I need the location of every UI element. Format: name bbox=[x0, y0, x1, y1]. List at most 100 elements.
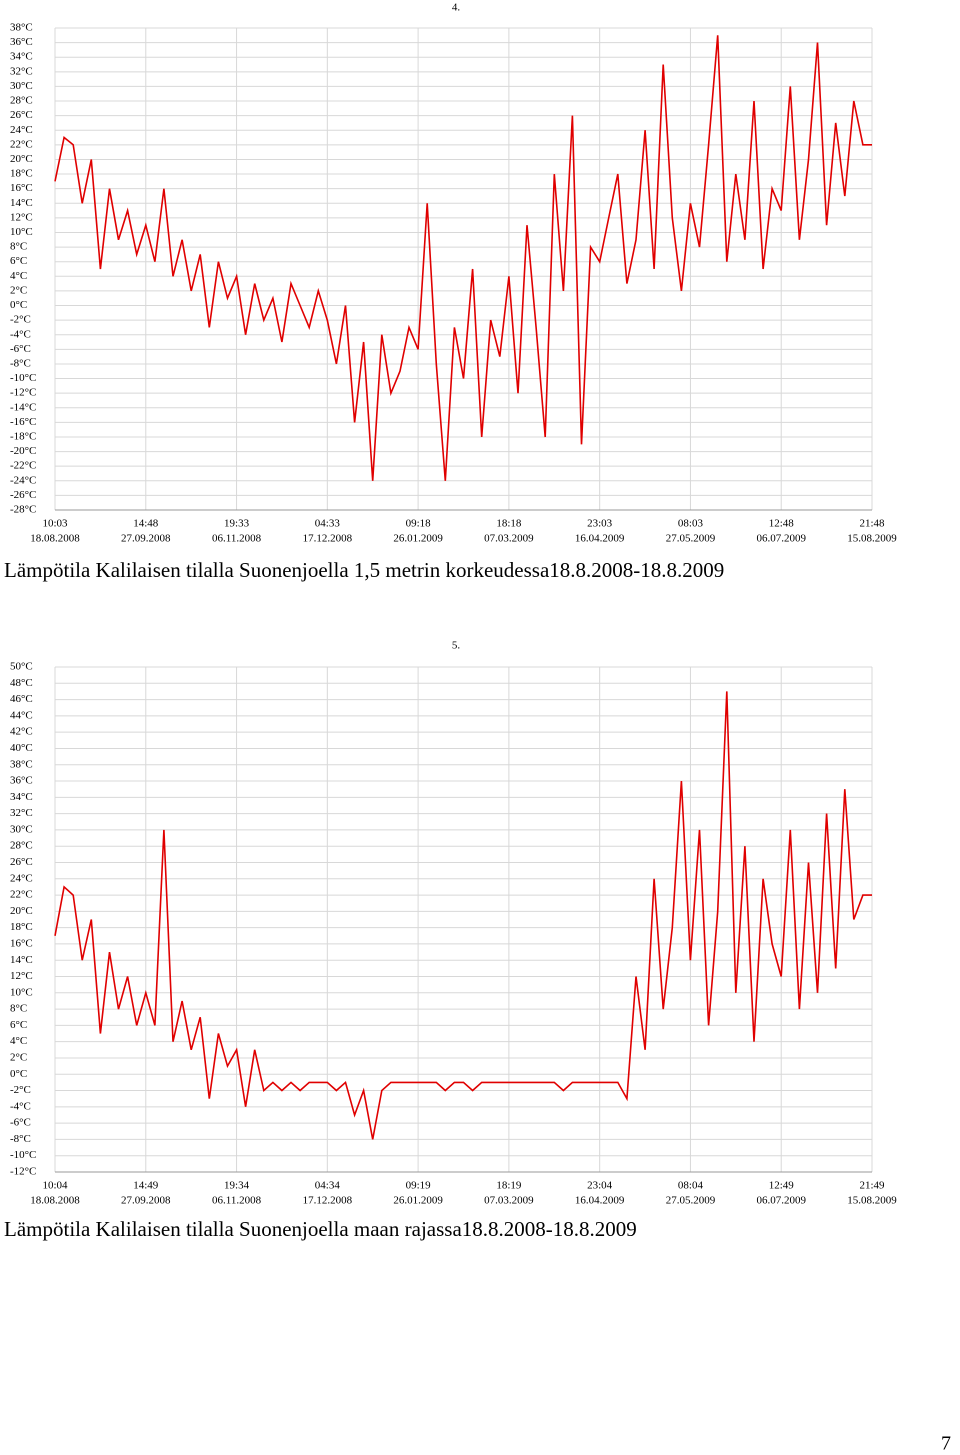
y-tick-label: 8°C bbox=[10, 1003, 27, 1015]
x-tick-time: 21:48 bbox=[859, 518, 885, 530]
y-tick-label: 20°C bbox=[10, 905, 33, 917]
x-tick-date: 26.01.2009 bbox=[393, 533, 443, 545]
x-tick-time: 08:03 bbox=[678, 518, 704, 530]
y-tick-label: 30°C bbox=[10, 80, 33, 92]
x-tick-time: 09:19 bbox=[406, 1180, 432, 1192]
y-tick-label: 32°C bbox=[10, 807, 33, 819]
x-tick-date: 06.11.2008 bbox=[212, 533, 262, 545]
y-tick-label: 2°C bbox=[10, 1051, 27, 1063]
x-tick-time: 18:18 bbox=[496, 518, 522, 530]
y-tick-label: 16°C bbox=[10, 937, 33, 949]
y-tick-label: 28°C bbox=[10, 95, 33, 107]
x-tick-date: 27.05.2009 bbox=[666, 533, 716, 545]
x-tick-time: 21:49 bbox=[859, 1180, 885, 1192]
y-tick-label: 4°C bbox=[10, 1035, 27, 1047]
y-tick-label: 34°C bbox=[10, 791, 33, 803]
y-tick-label: 20°C bbox=[10, 153, 33, 165]
y-tick-label: 2°C bbox=[10, 284, 27, 296]
x-tick-date: 06.07.2009 bbox=[756, 1195, 806, 1207]
x-tick-time: 23:04 bbox=[587, 1180, 613, 1192]
y-tick-label: 6°C bbox=[10, 255, 27, 267]
temperature-line bbox=[54, 35, 872, 481]
y-tick-label: 18°C bbox=[10, 921, 33, 933]
x-tick-date: 07.03.2009 bbox=[484, 1195, 534, 1207]
y-tick-label: 0°C bbox=[10, 299, 27, 311]
caption: Lämpötila Kalilaisen tilalla Suonenjoell… bbox=[4, 558, 724, 582]
x-tick-date: 18.08.2008 bbox=[30, 533, 80, 545]
y-tick-label: 8°C bbox=[10, 241, 27, 253]
y-tick-label: -14°C bbox=[10, 401, 36, 413]
y-tick-label: 0°C bbox=[10, 1068, 27, 1080]
x-tick-date: 27.09.2008 bbox=[121, 533, 171, 545]
y-tick-label: -16°C bbox=[10, 416, 36, 428]
y-tick-label: 4°C bbox=[10, 270, 27, 282]
y-tick-label: -10°C bbox=[10, 372, 36, 384]
y-tick-label: 40°C bbox=[10, 742, 33, 754]
y-tick-label: 22°C bbox=[10, 889, 33, 901]
x-tick-date: 06.07.2009 bbox=[756, 533, 806, 545]
y-tick-label: 32°C bbox=[10, 65, 33, 77]
y-tick-label: 12°C bbox=[10, 211, 33, 223]
y-tick-label: -24°C bbox=[10, 474, 36, 486]
page-number: 7 bbox=[941, 1433, 951, 1455]
y-tick-label: 22°C bbox=[10, 138, 33, 150]
x-tick-date: 26.01.2009 bbox=[393, 1195, 443, 1207]
x-tick-time: 18:19 bbox=[496, 1180, 522, 1192]
x-tick-date: 16.04.2009 bbox=[575, 533, 625, 545]
x-tick-date: 18.08.2008 bbox=[30, 1195, 80, 1207]
x-tick-time: 23:03 bbox=[587, 518, 613, 530]
x-tick-time: 14:48 bbox=[133, 518, 159, 530]
y-tick-label: -8°C bbox=[10, 1133, 31, 1145]
y-tick-label: -10°C bbox=[10, 1149, 36, 1161]
y-tick-label: -4°C bbox=[10, 1100, 31, 1112]
y-tick-label: -6°C bbox=[10, 1117, 31, 1129]
y-tick-label: 6°C bbox=[10, 1019, 27, 1031]
y-tick-label: -12°C bbox=[10, 1166, 36, 1178]
x-tick-time: 12:49 bbox=[769, 1180, 795, 1192]
x-tick-date: 15.08.2009 bbox=[847, 1195, 897, 1207]
y-tick-label: 44°C bbox=[10, 709, 33, 721]
y-tick-label: -28°C bbox=[10, 504, 36, 516]
x-tick-date: 27.05.2009 bbox=[666, 1195, 716, 1207]
y-tick-label: -2°C bbox=[10, 314, 31, 326]
x-tick-time: 04:33 bbox=[315, 518, 341, 530]
x-tick-time: 14:49 bbox=[133, 1180, 159, 1192]
x-tick-date: 07.03.2009 bbox=[484, 533, 534, 545]
x-tick-time: 19:33 bbox=[224, 518, 250, 530]
x-tick-time: 09:18 bbox=[406, 518, 432, 530]
y-tick-label: -22°C bbox=[10, 460, 36, 472]
y-tick-label: 10°C bbox=[10, 986, 33, 998]
y-tick-label: 50°C bbox=[10, 661, 33, 673]
y-tick-label: 38°C bbox=[10, 758, 33, 770]
x-tick-date: 15.08.2009 bbox=[847, 533, 897, 545]
y-tick-label: 48°C bbox=[10, 677, 33, 689]
chart-title: 4. bbox=[452, 2, 461, 14]
x-tick-time: 04:34 bbox=[315, 1180, 341, 1192]
x-tick-date: 17.12.2008 bbox=[303, 533, 353, 545]
y-tick-label: 10°C bbox=[10, 226, 33, 238]
y-tick-label: 34°C bbox=[10, 51, 33, 63]
y-tick-label: 36°C bbox=[10, 775, 33, 787]
y-tick-label: 12°C bbox=[10, 970, 33, 982]
x-tick-time: 19:34 bbox=[224, 1180, 250, 1192]
y-tick-label: -6°C bbox=[10, 343, 31, 355]
x-tick-date: 06.11.2008 bbox=[212, 1195, 262, 1207]
caption: Lämpötila Kalilaisen tilalla Suonenjoell… bbox=[4, 1217, 637, 1241]
y-tick-label: -8°C bbox=[10, 357, 31, 369]
y-tick-label: 26°C bbox=[10, 109, 33, 121]
x-tick-date: 27.09.2008 bbox=[121, 1195, 171, 1207]
y-tick-label: -26°C bbox=[10, 489, 36, 501]
y-tick-label: 18°C bbox=[10, 168, 33, 180]
y-tick-label: 42°C bbox=[10, 726, 33, 738]
y-tick-label: -4°C bbox=[10, 328, 31, 340]
x-tick-time: 08:04 bbox=[678, 1180, 704, 1192]
y-tick-label: 36°C bbox=[10, 36, 33, 48]
y-tick-label: 30°C bbox=[10, 823, 33, 835]
y-tick-label: 16°C bbox=[10, 182, 33, 194]
y-tick-label: 14°C bbox=[10, 954, 33, 966]
y-tick-label: -18°C bbox=[10, 431, 36, 443]
chart-title: 5. bbox=[452, 640, 461, 652]
y-tick-label: -20°C bbox=[10, 445, 36, 457]
x-tick-time: 12:48 bbox=[769, 518, 795, 530]
temperature-line bbox=[54, 691, 872, 1140]
